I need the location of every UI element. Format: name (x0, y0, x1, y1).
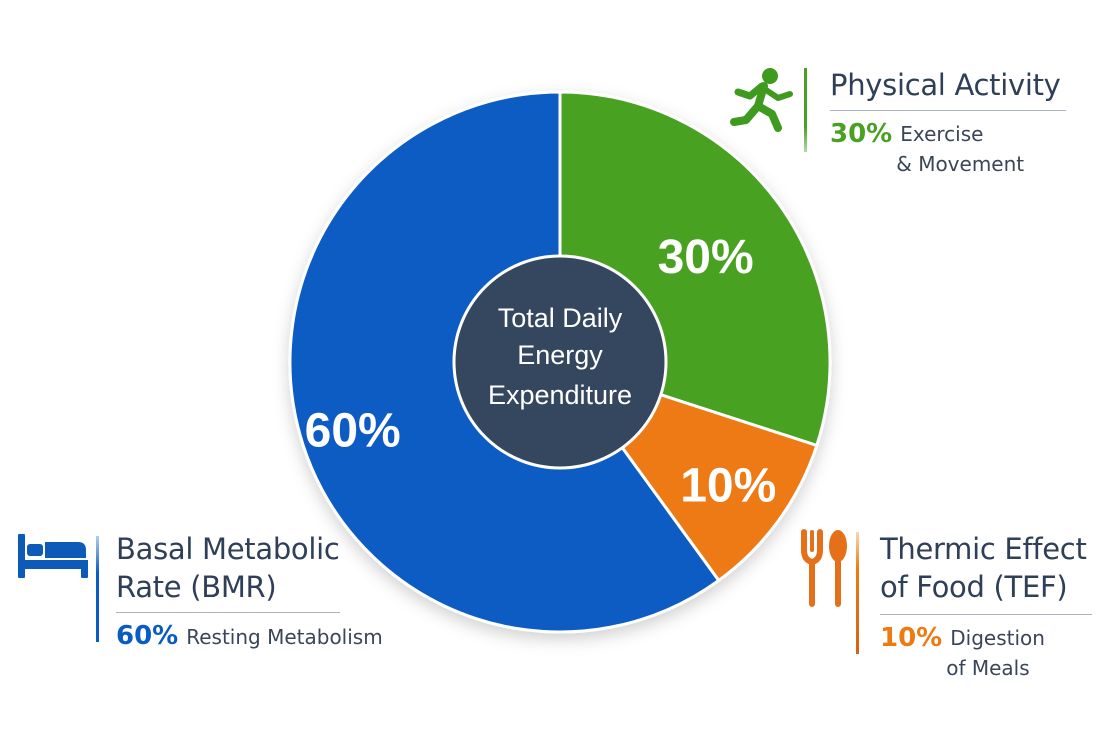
legend-bmr-desc: Resting Metabolism (186, 625, 383, 649)
legend-activity-desc-2: & Movement (896, 152, 1025, 176)
legend-thermic-effect: Thermic Effect of Food (TEF) 10% Digesti… (880, 530, 1092, 683)
legend-tef-desc-2: of Meals (946, 656, 1030, 680)
running-person-icon (728, 66, 796, 136)
legend-activity-desc-1: Exercise (900, 122, 984, 146)
legend-tef-pct: 10% (880, 623, 943, 653)
center-label-line-3: Expenditure (488, 380, 632, 410)
legend-activity-pct: 30% (830, 119, 893, 149)
center-label-line-2: Energy (517, 340, 603, 370)
legend-tef-title-2: of Food (TEF) (880, 570, 1068, 604)
legend-tef-title-1: Thermic Effect (880, 532, 1087, 566)
legend-physical-activity: Physical Activity 30% Exercise & Movemen… (830, 66, 1066, 179)
fork-and-spoon-icon (800, 528, 852, 612)
slice-label-3: 60% (305, 404, 401, 457)
legend-tef-desc-1: Digestion (950, 626, 1045, 650)
bed-icon (18, 534, 90, 584)
center-circle (452, 254, 668, 470)
activity-accent-bar (804, 68, 807, 152)
bmr-accent-bar (96, 536, 99, 642)
legend-basal-metabolic-rate: Basal Metabolic Rate (BMR) 60% Resting M… (116, 530, 383, 652)
center-label-group: Total Daily Energy Expenditure (452, 254, 668, 470)
tef-accent-bar (856, 532, 859, 654)
legend-bmr-title-2: Rate (BMR) (116, 570, 277, 604)
legend-bmr-title-1: Basal Metabolic (116, 532, 340, 566)
slice-label-1: 30% (658, 231, 754, 284)
legend-activity-title: Physical Activity (830, 68, 1061, 102)
center-label-line-1: Total Daily (498, 303, 623, 333)
slice-label-2: 10% (680, 459, 776, 512)
legend-bmr-pct: 60% (116, 621, 179, 651)
